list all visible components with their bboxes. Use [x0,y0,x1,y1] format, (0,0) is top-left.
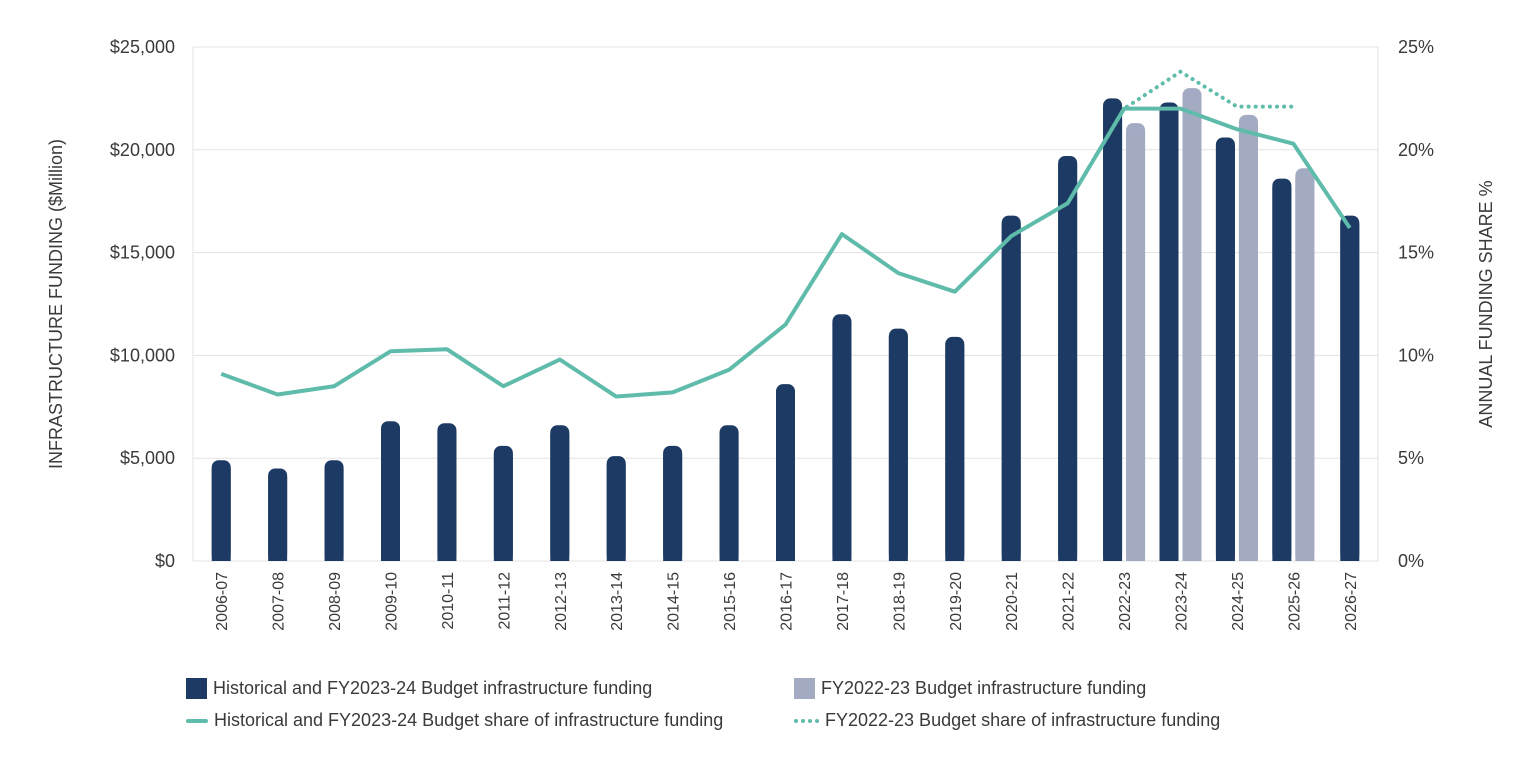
y2-tick-label: 0% [1398,551,1424,571]
bar-historical-base [719,433,739,561]
y2-tick-label: 20% [1398,140,1434,160]
bar-prior-base [1182,96,1202,562]
x-tick-label: 2026-27 [1343,572,1360,631]
y-tick-label: $0 [155,551,175,571]
bar-historical-base [550,433,570,561]
y-tick-label: $5,000 [120,448,175,468]
x-tick-label: 2008-09 [327,572,344,631]
bar-historical-base [1215,145,1235,562]
y2-tick-label: 15% [1398,243,1434,263]
legend-label-historical-line: Historical and FY2023-24 Budget share of… [214,710,724,730]
x-tick-label: 2018-19 [891,572,908,631]
y2-tick-label: 25% [1398,37,1434,57]
bar-historical-base [1058,163,1078,561]
x-tick-label: 2012-13 [553,572,570,631]
bar-historical-base [268,476,288,561]
bar-prior-base [1126,131,1146,561]
bar-historical-base [1340,223,1360,562]
legend-swatch-prior-line [794,718,819,723]
bar-historical-base [1159,110,1179,562]
bar-historical-base [606,464,626,561]
y2-tick-label: 5% [1398,448,1424,468]
legend-swatch-historical-bar [186,678,207,699]
legend-item-prior-bar: FY2022-23 Budget infrastructure funding [794,678,1146,699]
legend: Historical and FY2023-24 Budget infrastr… [186,678,1386,738]
x-tick-label: 2009-10 [384,572,401,631]
bar-historical-base [1001,223,1021,562]
y-axis-title: INFRASTRUCTURE FUNDING ($Million) [46,139,66,469]
bar-historical-base [1272,186,1292,562]
x-tick-label: 2020-21 [1004,572,1021,631]
y-tick-label: $25,000 [110,37,175,57]
x-tick-label: 2019-20 [948,572,965,631]
bar-historical-base [437,431,457,561]
x-tick-label: 2015-16 [722,572,739,631]
x-tick-label: 2011-12 [496,572,513,630]
y2-tick-label: 10% [1398,345,1434,365]
y2-axis-title: ANNUAL FUNDING SHARE % [1476,180,1496,427]
legend-item-prior-line: FY2022-23 Budget share of infrastructure… [794,710,1220,731]
x-tick-label: 2014-15 [666,572,683,631]
y-tick-label: $20,000 [110,140,175,160]
x-tick-label: 2006-07 [214,572,231,631]
x-tick-label: 2010-11 [440,572,457,630]
legend-item-historical-bar: Historical and FY2023-24 Budget infrastr… [186,678,652,699]
bar-historical-base [888,336,908,561]
x-tick-label: 2021-22 [1061,572,1078,631]
legend-item-historical-line: Historical and FY2023-24 Budget share of… [186,710,723,731]
bar-historical-base [211,468,231,561]
y-tick-label: $15,000 [110,243,175,263]
bar-historical-base [1103,106,1123,562]
bar-historical-base [776,392,795,561]
legend-label-historical-bar: Historical and FY2023-24 Budget infrastr… [213,678,653,698]
legend-swatch-prior-bar [794,678,815,699]
x-tick-label: 2016-17 [779,572,796,631]
bar-historical-base [381,429,400,561]
legend-label-prior-bar: FY2022-23 Budget infrastructure funding [821,678,1147,698]
x-tick-label: 2025-26 [1286,572,1303,631]
bar-historical-base [945,344,965,561]
y-tick-label: $10,000 [110,345,175,365]
legend-label-prior-line: FY2022-23 Budget share of infrastructure… [825,710,1221,730]
bar-historical-base [493,453,513,561]
x-tick-label: 2023-24 [1174,572,1191,631]
x-tick-label: 2024-25 [1230,572,1247,631]
x-tick-label: 2013-14 [609,572,626,631]
bar-prior-base [1238,122,1258,562]
x-tick-label: 2017-18 [835,572,852,631]
combo-chart: $0 $5,000 $10,000 $15,000 $20,000 $25,000 0% 5%… [46,37,1496,631]
legend-swatch-historical-line [186,718,208,723]
line-prior-share [1065,69,1296,206]
x-tick-label: 2007-08 [271,572,288,631]
bar-historical-base [832,322,852,561]
bar-historical-base [324,468,344,561]
bar-prior-base [1295,176,1315,561]
x-tick-label: 2022-23 [1117,572,1134,631]
bar-historical-base [663,453,683,561]
line-historical-share [220,106,1352,399]
